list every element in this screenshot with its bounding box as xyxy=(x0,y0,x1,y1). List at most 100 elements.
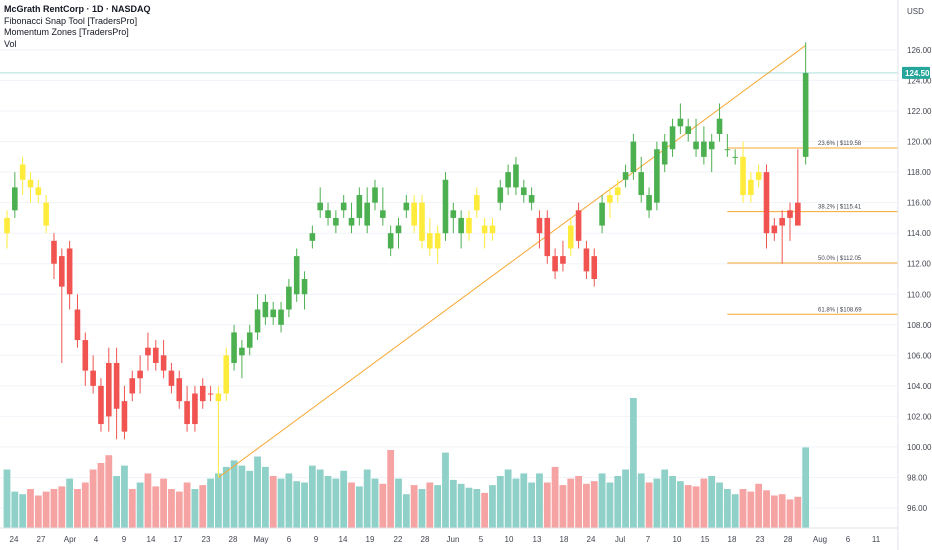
candle-body xyxy=(82,340,89,371)
candle-body xyxy=(66,248,73,295)
candle-body xyxy=(129,378,136,394)
volume-bar xyxy=(175,491,183,528)
candle-body xyxy=(567,225,574,249)
volume-bar xyxy=(246,470,254,528)
price-tick-label: 120.00 xyxy=(907,138,932,147)
volume-bar xyxy=(630,398,637,528)
volume-bar xyxy=(739,489,747,528)
volume-bar xyxy=(684,485,692,528)
volume-bar xyxy=(770,495,778,528)
candle-body xyxy=(481,225,488,234)
price-tick-label: 106.00 xyxy=(907,351,932,360)
volume-bar xyxy=(261,466,269,528)
candle-body xyxy=(528,195,535,203)
fib-level-label: 50.0% | $112.05 xyxy=(818,256,862,262)
volume-bar xyxy=(168,489,175,528)
volume-bar xyxy=(512,478,520,528)
volume-bar xyxy=(473,489,481,528)
candle-body xyxy=(795,202,801,226)
volume-bar xyxy=(778,494,786,528)
candle-body xyxy=(4,217,10,234)
candle-body xyxy=(74,309,81,341)
time-tick-label: 28 xyxy=(421,535,430,544)
volume-bar xyxy=(457,483,465,528)
volume-bar xyxy=(520,473,528,528)
candle-body xyxy=(309,233,316,241)
volume-bar xyxy=(144,473,152,528)
time-tick-label: 19 xyxy=(366,535,375,544)
currency-label[interactable]: USD xyxy=(907,7,924,16)
volume-bar xyxy=(74,489,81,528)
candle-body xyxy=(395,225,402,234)
time-tick-label: 6 xyxy=(846,535,851,544)
last-price-tag xyxy=(902,66,930,79)
volume-bar xyxy=(763,490,770,528)
volume-bar xyxy=(442,452,449,528)
trend-line[interactable] xyxy=(218,45,806,478)
candle-body xyxy=(520,187,527,196)
time-tick-label: 10 xyxy=(505,535,514,544)
time-axis[interactable]: 24 27 Apr 4 9 14 17 23 28 May 6 9 14 19 22 28 Jun 5 10 13 18… xyxy=(0,527,898,544)
candle-body xyxy=(19,164,26,180)
candle-body xyxy=(254,309,261,333)
indicator-fibonacci[interactable]: Fibonacci Snap Tool [TradersPro] xyxy=(4,15,138,26)
volume-bar xyxy=(418,489,426,528)
volume-bar xyxy=(481,492,489,528)
candle-body xyxy=(278,309,284,325)
candle-body xyxy=(215,393,222,402)
price-tick-label: 122.00 xyxy=(907,107,932,116)
volume-bar xyxy=(559,485,567,528)
volume-bar xyxy=(645,482,653,528)
candle-body xyxy=(685,126,692,134)
volume-bar xyxy=(802,447,810,528)
price-axis[interactable]: 96.00 98.00 100.00 102.00 104.00 106.00 108.00… xyxy=(897,0,932,550)
volume-bars xyxy=(3,398,810,528)
time-tick-label: 28 xyxy=(229,535,238,544)
grid-lines xyxy=(0,49,898,509)
fibonacci-levels[interactable]: 23.6% | $119.58 38.2% | $115.41 50.0% | $1… xyxy=(727,141,898,315)
candle-body xyxy=(145,347,151,356)
candle-body xyxy=(474,195,480,211)
volume-bar xyxy=(567,478,575,528)
candle-body xyxy=(513,164,519,188)
time-tick-label: 23 xyxy=(202,535,211,544)
indicator-momentum[interactable]: Momentum Zones [TradersPro] xyxy=(4,27,129,37)
candle-body xyxy=(59,256,65,287)
volume-bar xyxy=(222,466,230,528)
candle-body xyxy=(113,362,120,409)
time-tick-label: 10 xyxy=(673,535,682,544)
candle-body xyxy=(293,256,300,295)
candle-body xyxy=(536,217,543,234)
volume-bar xyxy=(3,469,11,528)
indicator-volume[interactable]: Vol xyxy=(4,38,17,49)
volume-bar xyxy=(332,478,340,528)
candlesticks[interactable] xyxy=(4,42,809,478)
price-tick-label: 108.00 xyxy=(907,321,932,330)
time-tick-label: Jun xyxy=(447,535,460,544)
volume-bar xyxy=(402,494,410,528)
volume-bar xyxy=(755,483,763,528)
volume-bar xyxy=(465,487,473,528)
volume-bar xyxy=(543,482,551,528)
volume-bar xyxy=(653,478,661,528)
candle-body xyxy=(176,378,183,402)
volume-bar xyxy=(622,469,629,528)
candle-body xyxy=(599,202,605,226)
candle-body xyxy=(505,172,511,188)
time-tick-label: 18 xyxy=(560,535,569,544)
candle-body xyxy=(43,202,49,226)
volume-bar xyxy=(708,476,716,528)
volume-bar xyxy=(551,466,559,528)
candle-body xyxy=(724,149,731,151)
time-tick-label: 27 xyxy=(37,535,46,544)
candle-body xyxy=(262,301,269,318)
volume-bar xyxy=(121,465,128,528)
volume-bar xyxy=(410,485,418,528)
volume-bar xyxy=(489,485,496,528)
candle-body xyxy=(51,240,57,264)
candle-body xyxy=(356,195,363,218)
candle-body xyxy=(364,202,370,226)
symbol-title[interactable]: McGrath RentCorp · 1D · NASDAQ xyxy=(4,4,151,14)
candle-body xyxy=(160,355,167,371)
